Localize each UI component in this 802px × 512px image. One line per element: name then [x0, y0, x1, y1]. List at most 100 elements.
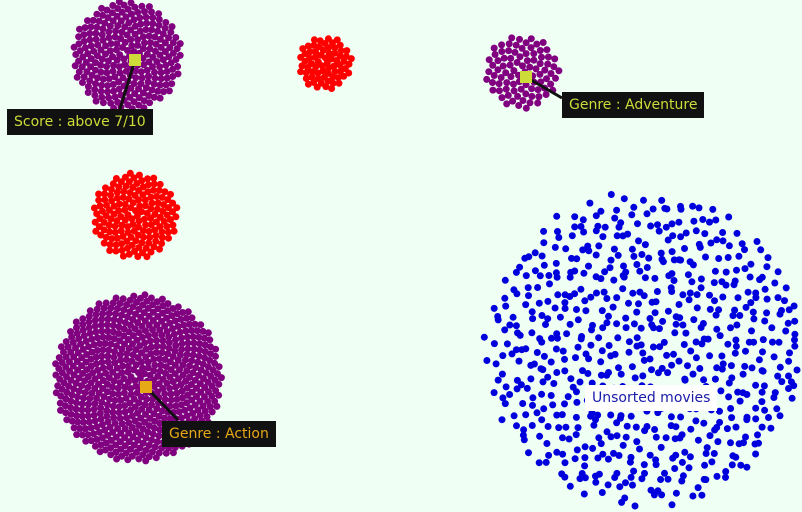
movie-dot	[514, 329, 521, 336]
movie-dot	[104, 82, 111, 89]
movie-dot	[717, 332, 724, 339]
movie-dot	[95, 197, 102, 204]
movie-dot	[548, 335, 555, 342]
movie-dot	[618, 499, 625, 506]
movie-dot	[658, 491, 665, 498]
movie-dot	[656, 228, 663, 235]
movie-dot	[770, 394, 777, 401]
movie-dot	[566, 436, 573, 443]
movie-dot	[711, 297, 718, 304]
movie-dot	[763, 263, 770, 270]
movie-dot	[651, 426, 658, 433]
movie-dot	[215, 392, 222, 399]
movie-dot	[634, 343, 641, 350]
movie-dot	[577, 286, 584, 293]
movie-dot	[550, 380, 557, 387]
movie-dot	[647, 223, 654, 230]
movie-dot	[58, 343, 65, 350]
movie-dot	[523, 105, 530, 112]
movie-dot	[641, 357, 648, 364]
movie-dot	[171, 228, 178, 235]
movie-dot	[620, 442, 627, 449]
movie-dot	[582, 443, 589, 450]
movie-dot	[619, 285, 626, 292]
movie-dot	[595, 242, 602, 249]
movie-dot	[522, 301, 529, 308]
movie-dot	[67, 328, 74, 335]
movie-dot	[763, 309, 770, 316]
movie-dot	[525, 292, 532, 299]
movie-dot	[98, 88, 105, 95]
movie-dot	[764, 296, 771, 303]
movie-dot	[528, 329, 535, 336]
movie-dot	[658, 444, 665, 451]
movie-dot	[143, 253, 150, 260]
movie-dot	[694, 291, 701, 298]
movie-dot	[686, 296, 693, 303]
movie-dot	[636, 268, 643, 275]
movie-dot	[543, 440, 550, 447]
movie-dot	[626, 338, 633, 345]
movie-dot	[510, 81, 517, 88]
movie-dot	[623, 434, 630, 441]
movie-dot	[562, 424, 569, 431]
movie-dot	[148, 26, 155, 33]
movie-dot	[718, 278, 725, 285]
movie-dot	[636, 289, 643, 296]
movie-dot	[553, 346, 560, 353]
movie-dot	[529, 315, 536, 322]
movie-dot	[167, 191, 174, 198]
movie-dot	[505, 47, 512, 54]
movie-dot	[703, 450, 710, 457]
movie-dot	[561, 356, 568, 363]
movie-dot	[777, 364, 784, 371]
movie-dot	[548, 392, 555, 399]
movie-dot	[505, 92, 512, 99]
movie-dot	[605, 481, 612, 488]
movie-dot	[498, 48, 505, 55]
unsorted-label: Unsorted movies	[585, 385, 717, 411]
movie-dot	[653, 461, 660, 468]
movie-dot	[153, 454, 160, 461]
movie-dot	[728, 362, 735, 369]
movie-dot	[777, 412, 784, 419]
movie-dot	[84, 17, 91, 24]
movie-dot	[747, 299, 754, 306]
movie-dot	[573, 399, 580, 406]
movie-dot	[759, 348, 766, 355]
movie-dot	[103, 300, 110, 307]
movie-dot	[514, 385, 521, 392]
movie-dot	[728, 414, 735, 421]
movie-dot	[325, 35, 332, 42]
movie-dot	[647, 452, 654, 459]
movie-dot	[760, 368, 767, 375]
movie-dot	[613, 207, 620, 214]
movie-dot	[716, 419, 723, 426]
movie-dot	[506, 391, 513, 398]
movie-dot	[638, 325, 645, 332]
movie-dot	[299, 45, 306, 52]
movie-dot	[686, 464, 693, 471]
movie-dot	[175, 303, 182, 310]
movie-dot	[687, 290, 694, 297]
movie-dot	[540, 378, 547, 385]
movie-dot	[126, 251, 133, 258]
movie-dot	[711, 427, 718, 434]
movie-dot	[696, 204, 703, 211]
movie-dot	[659, 256, 666, 263]
movie-dot	[698, 284, 705, 291]
movie-dot	[521, 255, 528, 262]
movie-dot	[555, 67, 562, 74]
movie-dot	[750, 339, 757, 346]
movie-dot	[79, 400, 86, 407]
movie-dot	[73, 431, 80, 438]
movie-dot	[97, 448, 104, 455]
movie-dot	[573, 431, 580, 438]
movie-dot	[711, 450, 718, 457]
movie-dot	[100, 99, 107, 106]
movie-dot	[668, 362, 675, 369]
movie-dot	[529, 308, 536, 315]
movie-dot	[127, 170, 134, 177]
movie-dot	[172, 34, 179, 41]
movie-dot	[752, 405, 759, 412]
